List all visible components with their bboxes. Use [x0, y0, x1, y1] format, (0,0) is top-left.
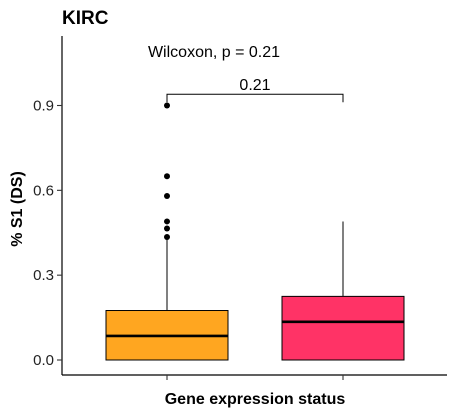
y-tick-label: 0.0 [33, 352, 54, 369]
chart-title: KIRC [62, 8, 109, 29]
box-iqr [281, 295, 405, 361]
outlier-point [164, 102, 170, 109]
bracket-p-value-label: 0.21 [239, 77, 270, 94]
outlier-point [164, 173, 170, 180]
plot-area: 0.0 0.3 0.6 0.9 0.21 [33, 36, 447, 380]
test-result-label: Wilcoxon, p = 0.21 [148, 44, 280, 61]
x-axis-title: Gene expression status [165, 391, 346, 408]
y-axis-title: % S1 (DS) [9, 171, 26, 247]
y-tick-label: 0.3 [33, 267, 54, 284]
outlier-point [164, 233, 170, 240]
y-tick-label: 0.9 [33, 98, 54, 115]
significance-bracket [166, 93, 344, 103]
outlier-point [164, 225, 170, 232]
outlier-point [164, 192, 170, 199]
outlier-point [164, 218, 170, 225]
y-tick-label: 0.6 [33, 182, 54, 199]
